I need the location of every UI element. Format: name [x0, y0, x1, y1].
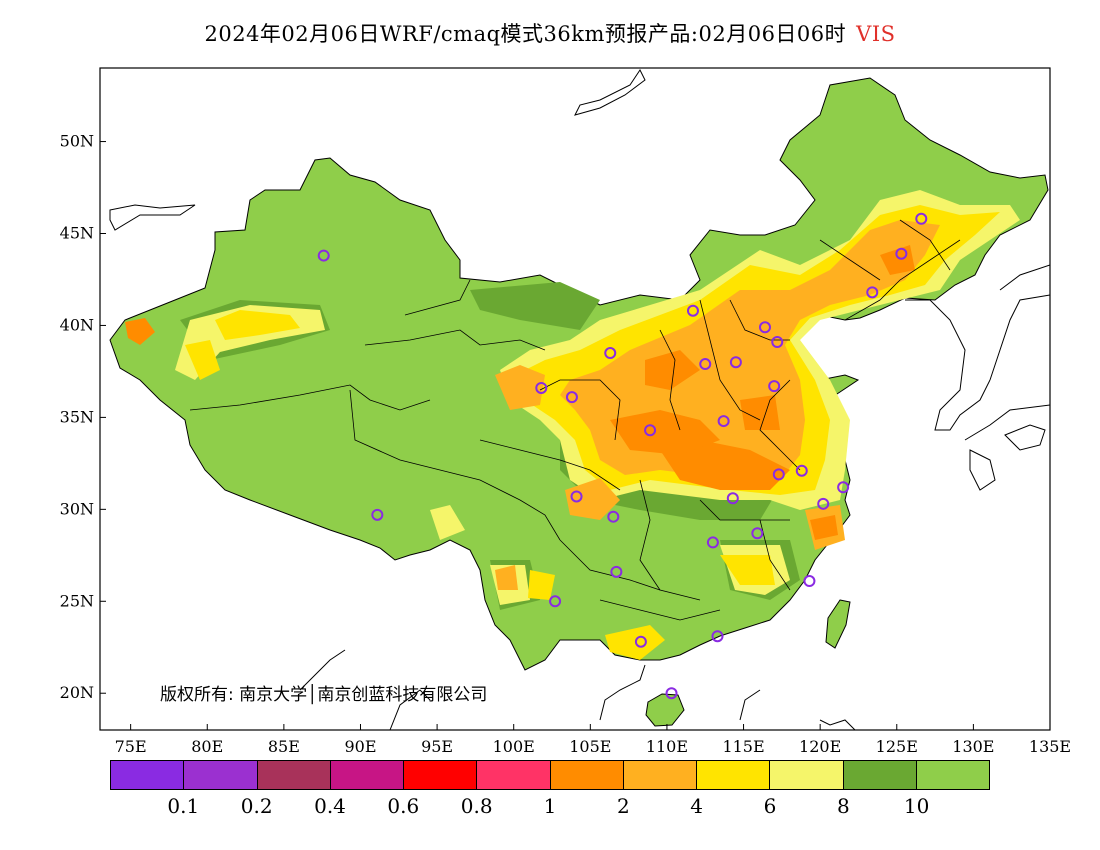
- taiwan-land: [825, 599, 851, 649]
- lon-tick-label: 125E: [876, 737, 918, 756]
- city-station-marker: [795, 464, 808, 477]
- city-station-marker: [607, 510, 620, 523]
- city-station-marker: [768, 380, 781, 393]
- legend-tick-label: 6: [763, 794, 777, 818]
- lon-tick-label: 85E: [268, 737, 300, 756]
- legend-swatch: [916, 761, 989, 789]
- vis-1-2-areas: [125, 245, 915, 540]
- city-station-marker: [726, 492, 739, 505]
- legend-swatch: [404, 761, 478, 789]
- city-station-marker: [699, 358, 712, 371]
- city-station-marker: [570, 490, 583, 503]
- lon-tick-label: 105E: [569, 737, 611, 756]
- legend-tick-label: 8: [836, 794, 850, 818]
- city-station-marker: [371, 508, 384, 521]
- legend-tick-label: 0.1: [167, 794, 200, 818]
- lon-tick-label: 95E: [421, 737, 453, 756]
- lon-tick-label: 130E: [952, 737, 994, 756]
- lon-tick-label: 75E: [115, 737, 147, 756]
- legend-tick-label: 4: [690, 794, 704, 818]
- city-station-marker: [665, 687, 678, 700]
- legend-tick-label: 0.4: [314, 794, 346, 818]
- legend-tick-label: 0.8: [460, 794, 493, 818]
- legend-swatch: [770, 761, 844, 789]
- map-frame: [99, 67, 1051, 731]
- title-main: 2024年02月06日WRF/cmaq模式36km预报产品:02月06日06时: [204, 22, 847, 46]
- city-station-marker: [759, 321, 771, 334]
- lat-tick-label: 35N: [60, 407, 94, 426]
- legend-swatch: [623, 761, 697, 789]
- city-station-marker: [565, 391, 578, 404]
- legend-tick-label: 10: [903, 794, 930, 818]
- legend-swatch: [843, 761, 917, 789]
- legend-colorbar: [110, 760, 990, 790]
- legend-swatch: [330, 761, 404, 789]
- city-station-marker: [610, 565, 623, 578]
- city-station-marker: [717, 415, 730, 428]
- legend-swatch: [550, 761, 624, 789]
- legend-tick-label: 2: [616, 794, 630, 818]
- city-station-marker: [772, 468, 785, 481]
- city-station-marker: [535, 381, 548, 394]
- city-station-marker: [771, 335, 784, 348]
- city-station-marker: [915, 212, 928, 225]
- city-station-marker: [317, 249, 330, 262]
- lon-tick-label: 135E: [1029, 737, 1071, 756]
- map-title: 2024年02月06日WRF/cmaq模式36km预报产品:02月06日06时 V…: [0, 18, 1100, 48]
- neighbor-coastlines: [109, 69, 1050, 730]
- lat-tick-label: 45N: [60, 224, 94, 243]
- city-station-marker: [837, 481, 850, 494]
- legend-tick-label: 1: [543, 794, 557, 818]
- longitude-axis: 75E 80E 85E 90E 95E 100E 105E 110E 115E 120E 125E 1…: [115, 724, 1071, 756]
- lat-tick-label: 30N: [60, 499, 94, 518]
- lat-tick-label: 20N: [60, 683, 94, 702]
- city-station-marker: [549, 595, 562, 608]
- city-station-marker: [866, 286, 879, 299]
- latitude-axis: 50N 45N 40N 35N 30N 25N 20N: [60, 132, 106, 702]
- lon-tick-label: 120E: [799, 737, 841, 756]
- city-station-marker: [634, 635, 647, 648]
- lon-tick-label: 115E: [722, 737, 764, 756]
- city-station-marker: [895, 247, 908, 260]
- city-station-marker: [644, 424, 657, 437]
- city-station-marker: [706, 536, 719, 549]
- city-station-marker: [817, 497, 830, 510]
- title-variable: VIS: [856, 22, 896, 46]
- lat-tick-label: 40N: [60, 315, 94, 334]
- station-markers: [317, 212, 928, 700]
- hainan-land: [645, 693, 685, 727]
- legend-swatch: [697, 761, 771, 789]
- city-station-marker: [751, 527, 764, 540]
- legend-swatch: [477, 761, 551, 789]
- legend-swatch: [257, 761, 331, 789]
- lon-tick-label: 100E: [493, 737, 535, 756]
- city-station-marker: [604, 347, 617, 360]
- lon-tick-label: 110E: [646, 737, 688, 756]
- lon-tick-label: 80E: [191, 737, 223, 756]
- legend-swatch: [184, 761, 258, 789]
- legend-tick-label: 0.6: [387, 794, 420, 818]
- lat-tick-label: 50N: [60, 132, 94, 151]
- legend-swatch: [111, 761, 185, 789]
- city-station-marker: [686, 304, 699, 317]
- city-station-marker: [803, 575, 816, 588]
- city-station-marker: [729, 356, 742, 369]
- lat-tick-label: 25N: [60, 591, 94, 610]
- lon-tick-label: 90E: [344, 737, 376, 756]
- copyright-notice: 版权所有: 南京大学│南京创蓝科技有限公司: [160, 685, 488, 705]
- city-station-marker: [711, 630, 724, 643]
- legend-tick-label: 0.2: [240, 794, 273, 818]
